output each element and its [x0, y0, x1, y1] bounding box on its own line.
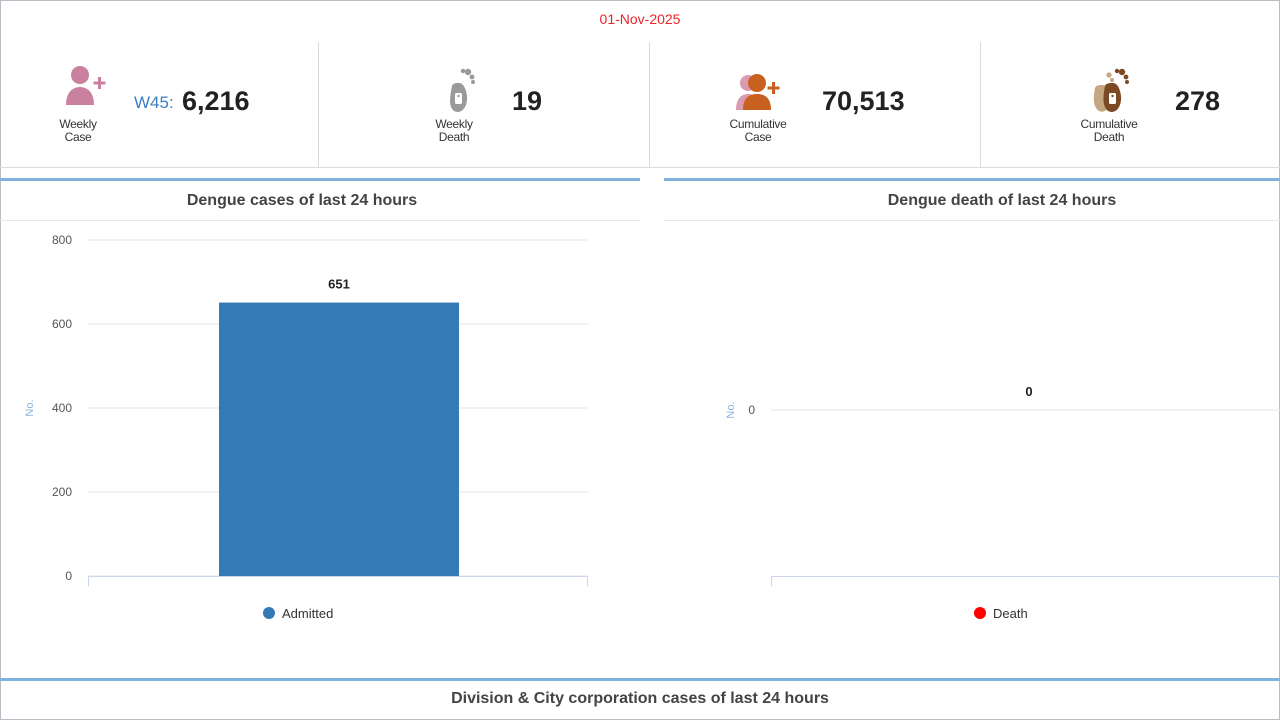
weekly-case-value: 6,216: [182, 86, 250, 116]
y-tick-label: 0: [65, 569, 72, 583]
report-date: 01-Nov-2025: [599, 11, 681, 27]
user-plus-icon: [66, 66, 106, 105]
y-tick-label: 200: [52, 485, 72, 499]
legend-marker-admitted: [263, 607, 275, 619]
cases-panel-accent: [0, 178, 640, 181]
deaths-panel-accent: [664, 178, 1280, 181]
deaths-panel-divider: [664, 220, 1280, 221]
y-axis-title: No.: [24, 399, 36, 416]
cumulative-case-value: 70,513: [822, 86, 905, 116]
deaths-panel-title: Dengue death of last 24 hours: [887, 192, 1117, 209]
feet-tag-icon: [1093, 68, 1129, 112]
foot-tag-icon: [450, 68, 475, 112]
stat-divider: [980, 42, 981, 168]
weekly-case-card: Weekly Case W45: 6,216: [0, 42, 318, 168]
cases-panel-divider: [0, 220, 640, 221]
legend-marker-death: [974, 607, 986, 619]
weekly-case-label: Weekly Case: [59, 117, 97, 144]
stat-divider: [318, 42, 319, 168]
cumulative-death-value: 278: [1175, 86, 1221, 116]
data-label: 0: [1025, 384, 1032, 399]
deaths-chart: 0 No. 0 Death: [725, 384, 1280, 621]
y-tick-label: 400: [52, 401, 72, 415]
stat-divider: [649, 42, 650, 168]
y-tick-label: 0: [748, 403, 755, 417]
division-panel-title: Division & City corporation cases of las…: [451, 690, 829, 707]
cases-chart: 0 200 400 600 800 No. 651 Admitted: [24, 233, 588, 621]
users-plus-icon: [736, 74, 780, 110]
legend-label-admitted: Admitted: [282, 606, 333, 621]
y-axis-title: No.: [725, 401, 737, 418]
cumulative-death-label: Cumulative Death: [1080, 117, 1138, 144]
cumulative-case-label: Cumulative Case: [729, 117, 787, 144]
legend-label-death: Death: [993, 606, 1028, 621]
division-panel-accent: [0, 678, 1280, 681]
cumulative-case-card: Cumulative Case 70,513: [650, 42, 980, 168]
weekly-death-value: 19: [512, 86, 543, 116]
y-tick-label: 600: [52, 317, 72, 331]
cases-panel-title: Dengue cases of last 24 hours: [186, 192, 418, 209]
data-label: 651: [328, 277, 350, 292]
cumulative-death-card: Cumulative Death 278: [981, 42, 1280, 168]
y-tick-label: 800: [52, 233, 72, 247]
stats-strip: Weekly Case W45: 6,216 Weekly Death 19: [0, 42, 1280, 168]
week-number: W45:: [134, 93, 174, 112]
bar-admitted: [219, 302, 459, 576]
stats-bottom-border: [0, 167, 1280, 168]
weekly-death-card: Weekly Death 19: [319, 42, 649, 168]
weekly-death-label: Weekly Death: [435, 117, 473, 144]
